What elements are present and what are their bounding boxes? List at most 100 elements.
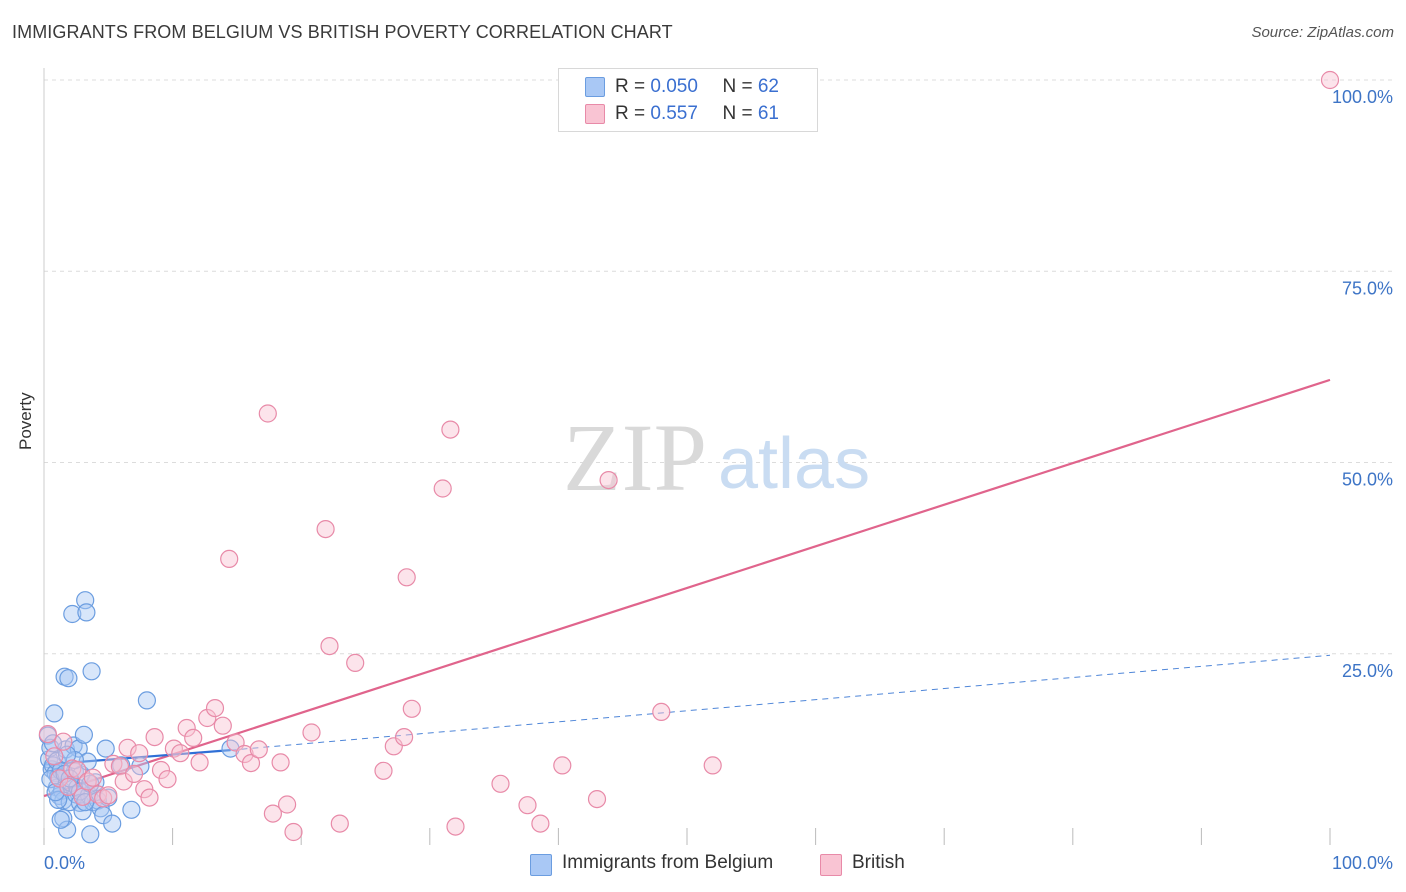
data-point-british: [302, 723, 321, 742]
data-point-british: [374, 761, 393, 780]
trend-line-british: [43, 378, 1331, 798]
data-point-british: [151, 760, 171, 780]
data-point-british: [130, 744, 149, 763]
data-point-belgium: [59, 669, 78, 688]
y-tick-label: 100.0%: [1332, 87, 1393, 107]
data-point-british: [531, 814, 550, 833]
data-point-british: [73, 787, 92, 806]
data-point-british: [518, 796, 537, 815]
data-point-belgium: [74, 725, 94, 744]
data-point-british: [395, 727, 414, 747]
data-point-british: [316, 519, 335, 539]
tick-labels: 25.0% 50.0% 75.0% 100.0% 0.0% 100.0%: [44, 87, 1393, 873]
data-point-british: [346, 653, 365, 673]
data-point-belgium: [57, 820, 77, 839]
data-point-british: [83, 768, 103, 787]
data-point-british: [599, 471, 618, 490]
data-point-british: [205, 698, 225, 718]
data-point-british: [68, 760, 87, 780]
data-point-british: [249, 740, 268, 759]
data-point-british: [235, 744, 254, 764]
trend-line-belgium-extended: [230, 654, 1331, 751]
data-point-belgium: [122, 800, 141, 819]
chart-title: IMMIGRANTS FROM BELGIUM VS BRITISH POVER…: [12, 22, 673, 42]
data-point-british: [124, 764, 144, 784]
data-point-belgium: [103, 814, 122, 833]
data-point-british: [171, 744, 190, 763]
axes: [43, 68, 1331, 845]
data-point-belgium: [69, 739, 88, 758]
data-point-british: [110, 757, 130, 776]
watermark: ZIP atlas: [563, 404, 870, 511]
data-point-british: [145, 727, 164, 747]
data-point-british: [703, 756, 722, 775]
legend-n-label: N =: [722, 103, 758, 124]
data-point-british: [271, 753, 290, 772]
data-point-belgium: [81, 825, 100, 844]
legend-swatch-belgium: [585, 77, 605, 97]
data-point-british: [491, 774, 510, 793]
legend-r-label: R =: [615, 76, 651, 97]
data-point-british: [284, 822, 303, 842]
data-point-belgium: [51, 810, 70, 829]
data-point-belgium: [63, 604, 82, 624]
watermark-atlas: atlas: [718, 424, 870, 504]
data-point-british: [45, 747, 64, 766]
y-tick-label: 50.0%: [1342, 470, 1393, 490]
data-point-british: [241, 753, 261, 773]
legend-box: R = 0.050 N = 62 R = 0.557 N = 61: [558, 68, 818, 132]
legend-n-label: N =: [722, 76, 758, 97]
data-point-british: [553, 756, 572, 775]
bottom-legend-label-british: British: [852, 852, 905, 873]
data-point-british: [94, 789, 113, 808]
data-point-british: [320, 636, 339, 656]
data-point-british: [433, 479, 452, 498]
watermark-zip: ZIP: [563, 404, 707, 511]
legend-r-value: 0.557: [650, 103, 698, 124]
data-point-british: [402, 699, 421, 718]
legend-n-value: 61: [757, 103, 779, 124]
data-point-british: [213, 716, 232, 735]
source-label: Source: ZipAtlas.com: [1251, 24, 1394, 41]
data-point-british: [190, 753, 209, 772]
data-point-british: [258, 404, 277, 423]
bottom-legend-swatch-british: [820, 854, 842, 876]
bottom-legend-swatch-belgium: [530, 854, 552, 876]
x-tick-label: 100.0%: [1332, 853, 1393, 873]
legend-n-value: 62: [757, 76, 779, 97]
data-point-british: [59, 777, 78, 797]
data-point-british: [114, 772, 133, 791]
legend-r-label: R =: [615, 103, 651, 124]
data-point-british: [99, 786, 118, 805]
data-point-british: [278, 795, 297, 814]
data-points: [38, 70, 1340, 844]
data-point-british: [587, 789, 607, 809]
x-tick-label: 0.0%: [44, 853, 85, 873]
data-point-belgium: [82, 662, 101, 681]
y-tick-label: 75.0%: [1342, 278, 1393, 298]
data-point-british: [330, 814, 349, 833]
legend-swatch-british: [585, 104, 605, 124]
data-point-british: [384, 737, 403, 756]
y-tick-label: 25.0%: [1342, 661, 1393, 681]
data-point-belgium: [77, 603, 96, 622]
data-point-british: [184, 728, 203, 748]
bottom-legend-label-belgium: Immigrants from Belgium: [562, 852, 774, 873]
data-point-british: [652, 702, 671, 722]
data-point-british: [1320, 70, 1340, 90]
data-point-british: [263, 804, 282, 823]
data-point-british: [397, 568, 416, 587]
data-point-british: [220, 549, 239, 569]
data-point-british: [198, 708, 217, 728]
data-point-british: [54, 732, 73, 751]
legend-r-value: 0.050: [650, 76, 698, 97]
gridlines: [44, 79, 1395, 655]
data-point-british: [118, 738, 137, 757]
data-point-belgium: [137, 691, 156, 710]
data-point-british: [164, 739, 183, 758]
data-point-british: [38, 724, 58, 744]
data-point-british: [177, 718, 196, 738]
data-point-british: [158, 770, 177, 789]
data-point-british: [446, 817, 465, 836]
data-point-belgium: [45, 704, 64, 723]
